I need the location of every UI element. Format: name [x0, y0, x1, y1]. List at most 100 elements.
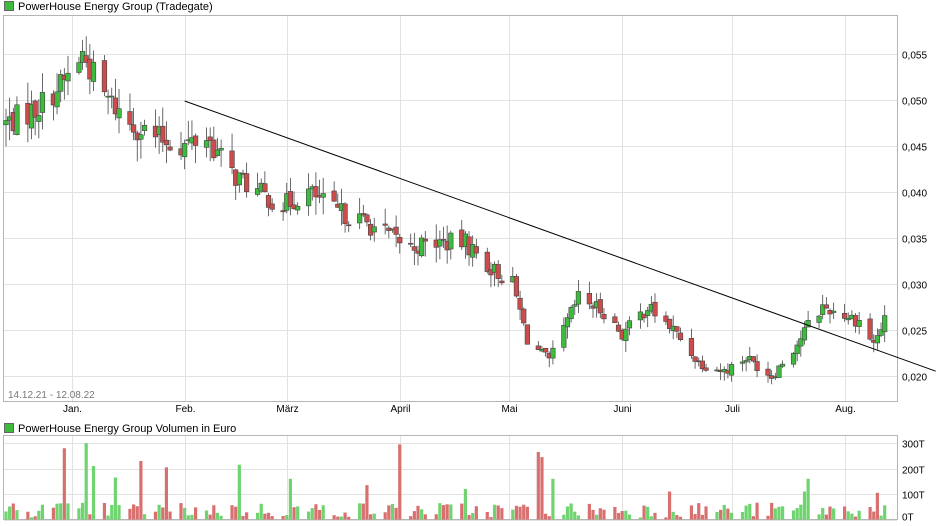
- volume-bar: [365, 485, 369, 520]
- volume-bar: [646, 506, 650, 520]
- candle-body: [798, 338, 804, 347]
- candle-body: [127, 111, 133, 125]
- candle-body: [287, 191, 293, 207]
- volume-bar: [91, 466, 96, 520]
- volume-bar: [853, 516, 858, 520]
- volume-bar: [540, 457, 544, 520]
- candle-body: [32, 100, 38, 118]
- volume-bar: [4, 511, 8, 520]
- candle-body: [765, 368, 771, 376]
- candle-body: [495, 264, 501, 279]
- volume-bar: [587, 503, 591, 520]
- candle-body: [878, 329, 884, 336]
- candle-body: [743, 360, 749, 363]
- volume-bar: [791, 510, 796, 520]
- volume-bar: [102, 502, 107, 520]
- volume-bar: [423, 514, 427, 520]
- candle-body: [36, 115, 42, 122]
- volume-y-tick: 100T: [902, 491, 925, 502]
- candle-body: [306, 188, 312, 207]
- candle-body: [568, 307, 574, 319]
- volume-bar: [62, 448, 66, 520]
- volume-bar: [164, 467, 169, 520]
- volume-bar: [719, 509, 723, 520]
- volume-bar: [649, 516, 653, 520]
- volume-bar: [292, 507, 296, 520]
- volume-bar: [850, 513, 854, 520]
- price-y-tick: 0,030: [902, 281, 927, 292]
- volume-bar: [467, 515, 471, 520]
- volume-bar: [270, 516, 274, 520]
- volume-bar: [394, 507, 398, 520]
- candle-body: [524, 324, 530, 345]
- candle-body: [448, 232, 454, 250]
- candle-body: [346, 224, 352, 227]
- volume-chart-legend: PowerHouse Energy Group Volumen in Euro: [4, 422, 236, 436]
- candle-body: [750, 356, 757, 362]
- volume-bar: [463, 488, 467, 520]
- volume-bar: [598, 508, 602, 520]
- price-chart-legend: PowerHouse Energy Group (Tradegate): [4, 0, 213, 14]
- candle-body: [393, 226, 399, 235]
- price-y-tick: 0,055: [902, 51, 927, 62]
- candle-body: [408, 242, 414, 245]
- volume-bar: [522, 504, 526, 520]
- volume-bar: [562, 514, 566, 520]
- volume-bar: [15, 510, 19, 520]
- candle-body: [262, 183, 268, 193]
- volume-bar: [358, 503, 362, 520]
- candle-body: [561, 324, 567, 348]
- candle-body: [674, 326, 680, 332]
- volume-bar: [347, 516, 351, 520]
- volume-legend-swatch: [4, 423, 14, 433]
- candle-body: [663, 315, 669, 322]
- volume-bar: [128, 508, 132, 520]
- volume-bar: [409, 516, 413, 520]
- volume-bar: [33, 516, 37, 520]
- candle-body: [320, 193, 326, 198]
- candle-body: [14, 104, 20, 136]
- candle-body: [801, 327, 808, 341]
- candle-body: [331, 190, 337, 202]
- volume-bar: [875, 492, 879, 520]
- volume-bar: [511, 509, 515, 520]
- volume-bar: [638, 517, 643, 520]
- volume-bar: [26, 511, 30, 520]
- candle-body: [254, 188, 261, 195]
- volume-bar: [536, 452, 540, 520]
- volume-y-tick: 0T: [902, 513, 914, 524]
- volume-bar: [51, 507, 55, 520]
- volume-bar: [729, 512, 734, 520]
- candle-body: [295, 205, 301, 211]
- volume-bar: [153, 511, 158, 520]
- volume-bar: [868, 507, 872, 520]
- volume-bar: [627, 514, 632, 520]
- volume-bar: [234, 506, 238, 520]
- candle-body: [882, 315, 888, 333]
- volume-bar: [780, 506, 785, 520]
- candle-body: [564, 317, 571, 328]
- candle-body: [699, 360, 705, 370]
- volume-bar: [263, 513, 267, 520]
- volume-bar: [726, 508, 730, 520]
- volume-bar: [106, 515, 110, 520]
- volume-bar: [569, 503, 573, 520]
- volume-bar: [857, 510, 861, 520]
- volume-bar: [565, 506, 570, 520]
- volume-bar: [595, 514, 599, 520]
- volume-bar: [372, 513, 376, 520]
- candle-body: [692, 356, 698, 362]
- candle-body: [160, 125, 166, 143]
- volume-bar: [132, 504, 136, 520]
- candle-body: [207, 136, 213, 141]
- volume-bar: [624, 510, 628, 520]
- candle-body: [269, 203, 275, 210]
- volume-bar: [139, 460, 143, 520]
- candle-body: [280, 210, 286, 213]
- price-y-tick: 0,045: [902, 143, 927, 154]
- candle-body: [357, 213, 363, 224]
- candle-body: [90, 61, 97, 82]
- candle-body: [182, 143, 188, 158]
- volume-bar: [296, 506, 300, 520]
- volume-bar: [445, 504, 449, 520]
